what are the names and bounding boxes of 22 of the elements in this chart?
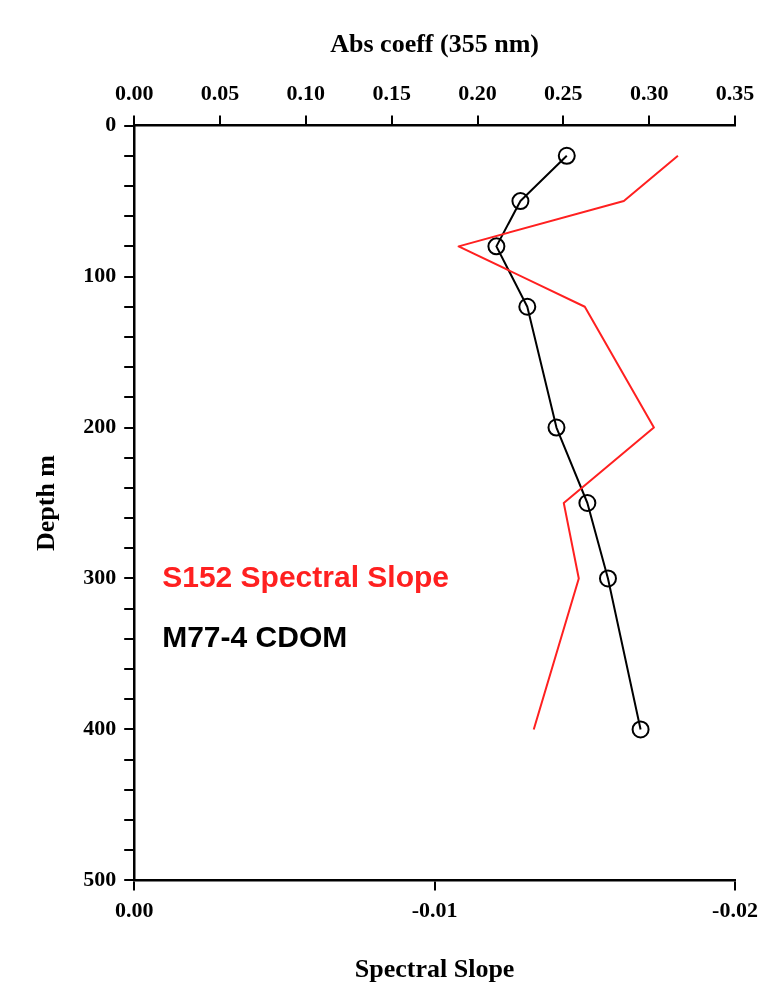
text: M77-4 CDOM	[162, 620, 348, 654]
x2-tick-label: 0.30	[629, 80, 669, 106]
text: S152 Spectral Slope	[162, 559, 450, 593]
x-tick-label: -0.02	[712, 897, 758, 923]
y-tick-label: 0	[105, 111, 117, 137]
y-tick-label: 400	[83, 715, 117, 741]
y-tick-label: 500	[83, 866, 117, 892]
x2-tick-label: 0.15	[372, 80, 411, 106]
x2-tick-label: 0.00	[114, 80, 154, 106]
x2-tick-label: 0.10	[286, 80, 326, 106]
y-axis-title: Depth m	[31, 454, 61, 552]
x-tick-label: -0.01	[411, 897, 458, 923]
x-axis-title: Spectral Slope	[354, 954, 515, 984]
x-tick-label: 0.00	[114, 897, 154, 923]
x2-tick-label: 0.05	[200, 80, 240, 106]
x2-tick-label: 0.20	[458, 80, 497, 106]
x2-tick-label: 0.35	[715, 80, 755, 106]
y-tick-label: 200	[83, 413, 117, 439]
x2-axis-title: Abs coeff (355 nm)	[330, 29, 539, 59]
x2-tick-label: 0.25	[544, 80, 583, 106]
y-tick-label: 100	[83, 262, 117, 288]
y-tick-label: 300	[83, 564, 117, 590]
